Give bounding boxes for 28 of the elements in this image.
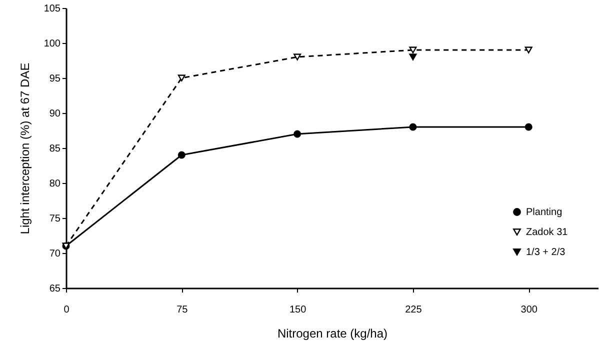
y-tick-label: 90 xyxy=(49,108,61,120)
legend-label: Planting xyxy=(526,207,562,218)
y-tick-label: 100 xyxy=(44,38,61,50)
point xyxy=(409,54,417,60)
x-tick-label: 150 xyxy=(289,304,307,316)
x-tick-label: 300 xyxy=(520,304,538,316)
point xyxy=(524,46,532,54)
y-tick-label: 85 xyxy=(49,144,61,154)
point xyxy=(409,123,417,131)
point xyxy=(178,74,186,82)
y-tick-label: 75 xyxy=(49,214,61,224)
y-axis-title: Light interception (%) at 67 DAE xyxy=(18,62,32,234)
point xyxy=(178,151,186,159)
point xyxy=(294,54,302,60)
point xyxy=(294,130,302,138)
legend-label: Zadok 31 xyxy=(526,227,568,238)
x-tick-label: 75 xyxy=(176,304,188,316)
y-tick-label: 105 xyxy=(44,4,61,14)
point xyxy=(524,123,532,131)
x-tick-label: 0 xyxy=(64,304,70,316)
y-tick-label: 65 xyxy=(49,284,61,294)
y-tick-label: 70 xyxy=(49,248,61,260)
x-axis-title: Nitrogen rate (kg/ha) xyxy=(277,326,388,340)
x-tick-label: 225 xyxy=(405,304,422,316)
y-tick-label: 80 xyxy=(49,178,61,190)
y-tick-label: 95 xyxy=(49,74,61,84)
legend-label: 1/3 + 2/3 xyxy=(526,247,566,258)
point xyxy=(409,46,417,54)
